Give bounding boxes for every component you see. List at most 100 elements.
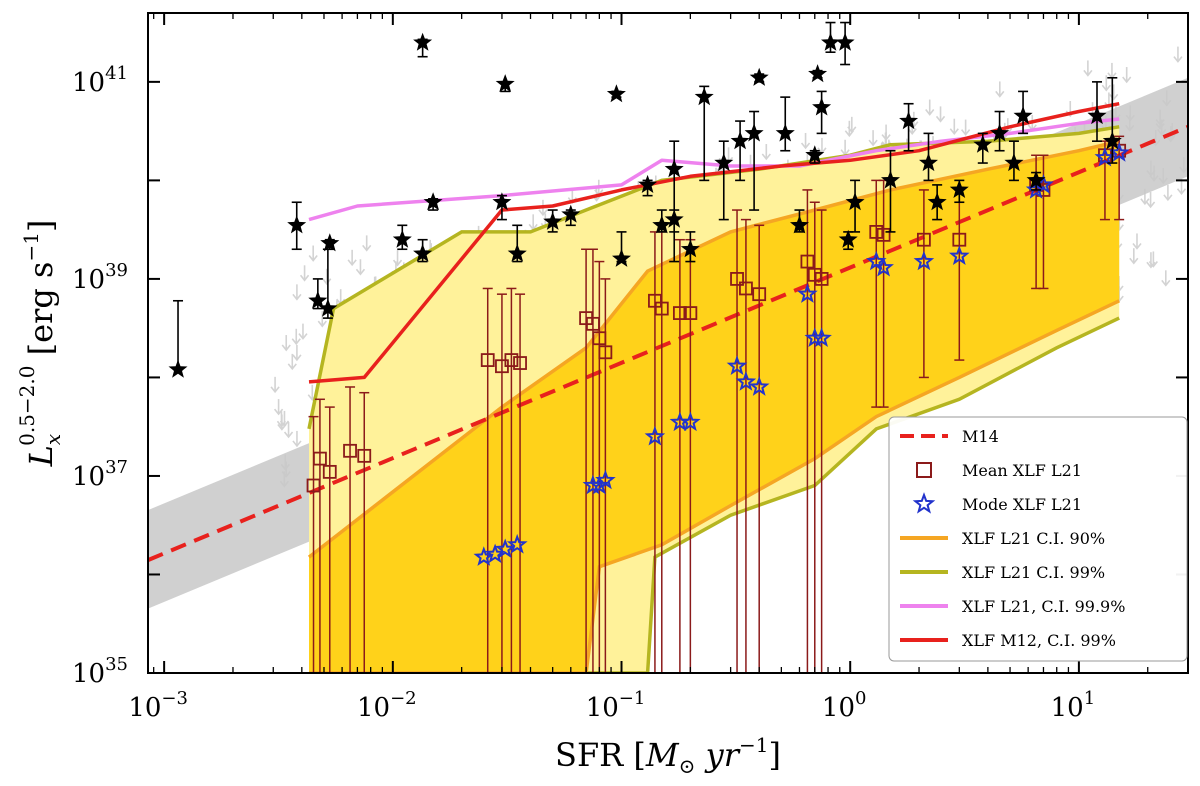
upper-limit-arrow <box>292 430 302 448</box>
upper-limit-arrow <box>1163 184 1173 202</box>
observed-galaxy-point <box>835 21 855 66</box>
mean-xlf-point <box>313 398 327 673</box>
upper-limit-arrow <box>283 422 294 439</box>
upper-limit-arrow <box>308 245 318 262</box>
mode-xlf-point <box>1094 146 1116 167</box>
upper-limit-arrow <box>281 335 291 352</box>
observed-galaxy-point <box>973 132 993 164</box>
observed-galaxy-point <box>694 85 714 182</box>
x-tick-label: 10−3 <box>128 688 188 723</box>
legend: M14 Mean XLF L21 Mode XLF L21 XLF L21 C.I. … <box>888 416 1188 662</box>
observed-galaxy-point <box>1087 81 1107 142</box>
m14-line <box>148 124 1188 562</box>
upper-limit-arrow <box>1129 248 1139 265</box>
observed-galaxy-point <box>845 179 865 233</box>
observed-galaxy-point <box>543 209 563 233</box>
mode-xlf-point <box>748 376 770 396</box>
y-tick-label: 1035 <box>72 654 128 689</box>
observed-galaxy-point <box>714 140 734 221</box>
legend-box <box>888 416 1188 662</box>
legend-entry: XLF L21, C.I. 99.9% <box>900 597 1125 616</box>
observed-galaxy-point <box>561 204 581 227</box>
observed-galaxy-point <box>320 233 340 252</box>
mean-xlf-point <box>739 218 753 673</box>
legend-entry: Mode XLF L21 <box>912 492 1082 514</box>
mode-xlf-point <box>644 425 666 446</box>
legend-label: XLF M12, C.I. 99% <box>962 631 1116 650</box>
upper-limit-arrow <box>1145 191 1156 209</box>
mean-xlf-point <box>598 278 613 673</box>
mode-xlf-point <box>1108 142 1130 162</box>
legend-entry: XLF L21 C.I. 90% <box>900 529 1105 548</box>
upper-limit-arrow <box>392 250 403 267</box>
x-axis-ticks: 10−3 10−2 10−1 100 101 <box>128 13 1189 723</box>
observed-galaxy-point <box>744 110 764 211</box>
upper-limit-arrow <box>868 130 878 147</box>
mode-xlf-point <box>873 256 894 277</box>
upper-limit-arrow <box>362 235 372 252</box>
upper-limit-arrow <box>317 311 327 328</box>
observed-galaxy-point <box>680 231 700 263</box>
observed-galaxy-point <box>168 299 188 378</box>
upper-limit-arrow <box>299 265 310 282</box>
observed-galaxy-point <box>612 231 631 267</box>
observed-galaxy-point <box>652 209 672 234</box>
legend-label: XLF L21 C.I. 90% <box>962 529 1105 548</box>
observed-galaxy-point <box>664 140 684 263</box>
y-tick-label: 1037 <box>72 457 128 492</box>
upper-limit-arrow <box>1161 270 1171 287</box>
upper-limit-arrow <box>291 328 301 346</box>
mean-xlf-point <box>916 189 931 379</box>
upper-limit-arrow <box>995 81 1005 98</box>
upper-limit-arrow <box>1109 84 1119 101</box>
observed-galaxy-point <box>423 192 443 211</box>
observed-galaxy-point <box>730 120 750 182</box>
upper-limit-arrow <box>322 268 332 286</box>
observed-galaxy-point <box>790 209 809 234</box>
upper-limit-arrow <box>355 259 366 276</box>
upper-limit-arrow <box>949 118 959 136</box>
mean-xlf-point <box>343 386 357 673</box>
ci-90-band-upper-edge <box>307 139 1120 559</box>
mode-xlf-point <box>797 283 818 303</box>
observed-galaxy-point <box>881 149 900 233</box>
upper-limit-arrow <box>960 119 971 136</box>
observed-galaxies-layer <box>168 21 1122 378</box>
mean-xlf-point <box>730 209 744 673</box>
upper-limit-arrow <box>925 99 935 116</box>
legend-entry: XLF L21 C.I. 99% <box>900 563 1105 582</box>
mean-xlf-point <box>752 224 767 673</box>
upper-limit-arrow <box>1146 252 1156 269</box>
observed-galaxy-point <box>949 179 969 204</box>
x-tick-label: 10−1 <box>586 688 646 723</box>
m12-ci-99-line <box>308 101 1120 384</box>
upper-limit-arrow <box>279 410 290 428</box>
upper-limit-arrow <box>935 106 946 123</box>
observed-galaxy-point <box>805 145 825 164</box>
upper-limit-arrow <box>1122 67 1132 84</box>
observed-galaxy-point <box>638 174 658 197</box>
mode-xlf-point <box>506 533 528 554</box>
mean-xlf-point <box>876 179 891 408</box>
legend-entry: M14 <box>900 427 999 446</box>
plot-area <box>148 21 1188 673</box>
observed-galaxy-point <box>1004 140 1024 182</box>
mode-xlf-point <box>1025 179 1047 199</box>
ci-99-9-line <box>308 117 1120 222</box>
x-tick-label: 10−2 <box>357 688 417 723</box>
mode-xlf-point <box>811 327 832 348</box>
legend-entry: XLF M12, C.I. 99% <box>900 631 1116 650</box>
mode-xlf-point <box>494 538 516 559</box>
observed-galaxy-point <box>990 110 1010 152</box>
mean-xlf-point <box>814 209 829 673</box>
mean-xlf-point <box>357 391 372 673</box>
legend-label: Mean XLF L21 <box>962 461 1082 480</box>
observed-galaxy-point <box>495 74 515 93</box>
observed-galaxy-point <box>1013 90 1033 135</box>
mode-xlf-point <box>582 474 604 495</box>
observed-galaxy-point <box>606 84 626 103</box>
mode-xlf-point <box>735 371 757 391</box>
mean-xlf-point <box>800 189 815 673</box>
y-tick-label: 1039 <box>72 260 128 295</box>
